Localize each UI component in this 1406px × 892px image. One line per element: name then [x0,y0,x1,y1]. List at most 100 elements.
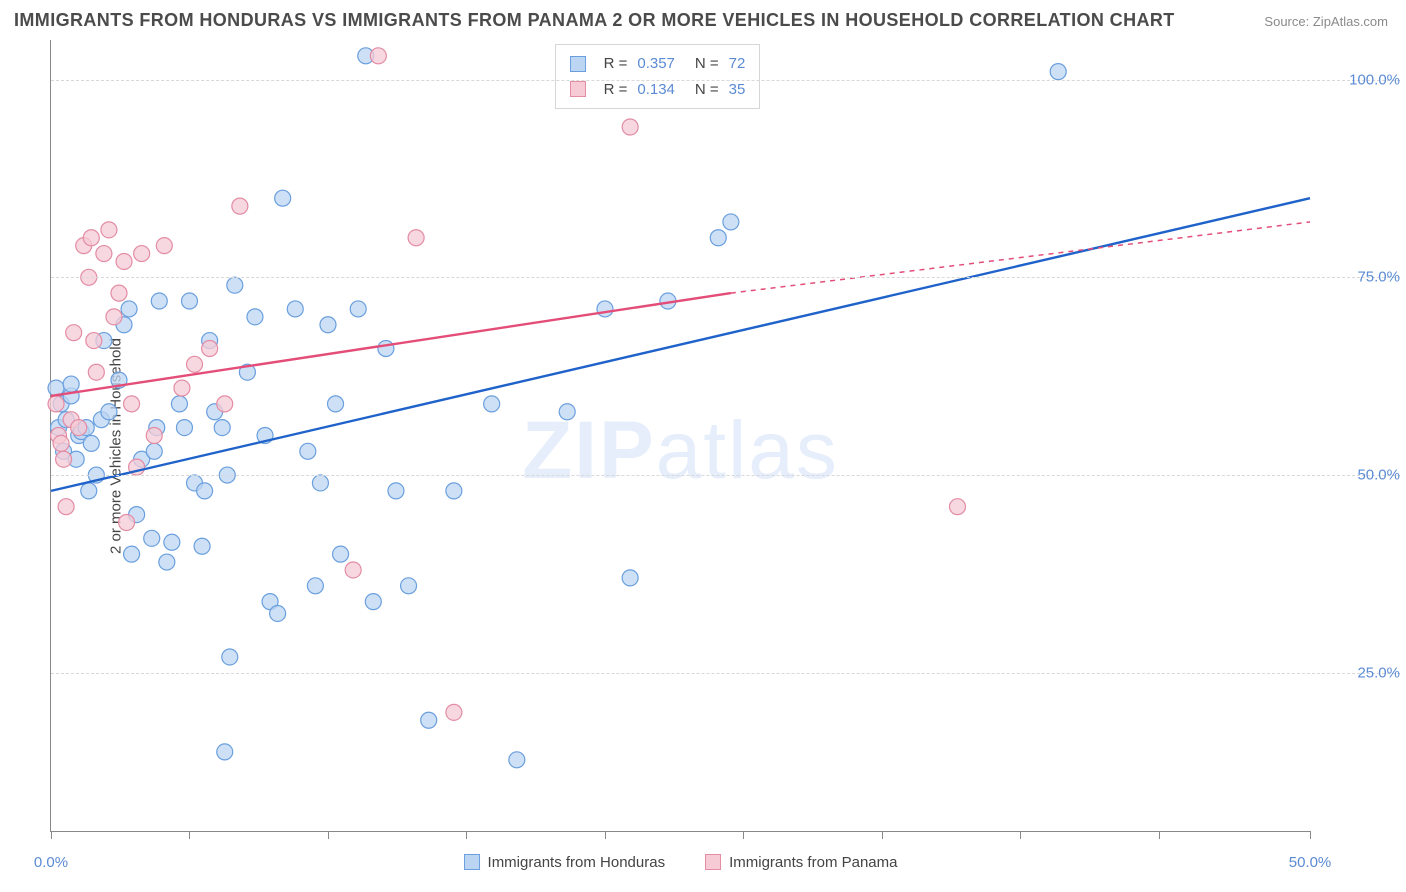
scatter-point [71,420,87,436]
scatter-point [58,499,74,515]
scatter-point [159,554,175,570]
chart-title: IMMIGRANTS FROM HONDURAS VS IMMIGRANTS F… [14,10,1175,31]
scatter-point [194,538,210,554]
legend-item: Immigrants from Panama [705,854,897,871]
y-tick-label: 25.0% [1320,664,1400,681]
scatter-point [232,198,248,214]
scatter-point [171,396,187,412]
scatter-point [227,277,243,293]
scatter-point [723,214,739,230]
legend-swatch [464,854,480,870]
scatter-point [328,396,344,412]
scatter-point [300,443,316,459]
bottom-legend: Immigrants from Honduras Immigrants from … [464,854,898,871]
scatter-point [66,325,82,341]
scatter-point [116,253,132,269]
y-tick-label: 75.0% [1320,269,1400,286]
scatter-point [378,340,394,356]
scatter-point [146,428,162,444]
scatter-point [345,562,361,578]
x-tick-label: 0.0% [34,854,68,871]
scatter-point [144,530,160,546]
scatter-point [559,404,575,420]
scatter-point [270,605,286,621]
source-value: ZipAtlas.com [1313,14,1388,29]
scatter-point [202,340,218,356]
legend-item: Immigrants from Honduras [464,854,666,871]
scatter-point [597,301,613,317]
x-tick [882,831,883,839]
scatter-point [96,246,112,262]
x-tick-label: 50.0% [1289,854,1332,871]
chart-svg [51,40,1310,831]
scatter-point [176,420,192,436]
x-tick [51,831,52,839]
gridline [51,475,1400,476]
scatter-point [124,396,140,412]
scatter-point [320,317,336,333]
scatter-point [86,333,102,349]
scatter-point [622,570,638,586]
scatter-point [370,48,386,64]
scatter-point [214,420,230,436]
scatter-point [124,546,140,562]
stat-legend-box: R =0.357N =72R =0.134N =35 [555,44,761,109]
n-label: N = [695,51,719,77]
scatter-point [446,704,462,720]
x-tick [605,831,606,839]
scatter-point [388,483,404,499]
scatter-point [56,451,72,467]
gridline [51,80,1400,81]
scatter-point [217,396,233,412]
scatter-point [446,483,462,499]
scatter-point [48,396,64,412]
scatter-point [81,483,97,499]
plot-area: ZIPatlas R =0.357N =72R =0.134N =35 Immi… [50,40,1310,832]
x-tick [328,831,329,839]
scatter-point [484,396,500,412]
scatter-point [401,578,417,594]
legend-swatch [705,854,721,870]
scatter-point [710,230,726,246]
r-value: 0.357 [637,51,675,77]
scatter-point [111,285,127,301]
scatter-point [333,546,349,562]
scatter-point [217,744,233,760]
y-tick-label: 50.0% [1320,467,1400,484]
stat-row: R =0.357N =72 [570,51,746,77]
x-tick [743,831,744,839]
scatter-point [509,752,525,768]
x-tick [466,831,467,839]
legend-label: Immigrants from Panama [729,854,897,871]
scatter-point [101,404,117,420]
scatter-point [197,483,213,499]
regression-line-extrapolated [731,222,1310,293]
scatter-point [121,301,137,317]
scatter-point [119,515,135,531]
gridline [51,277,1400,278]
scatter-point [151,293,167,309]
source-attribution: Source: ZipAtlas.com [1264,14,1388,29]
scatter-point [106,309,122,325]
scatter-point [408,230,424,246]
scatter-point [88,364,104,380]
x-tick [1159,831,1160,839]
x-tick [189,831,190,839]
scatter-point [134,246,150,262]
legend-swatch [570,81,586,97]
scatter-point [350,301,366,317]
scatter-point [174,380,190,396]
scatter-point [83,435,99,451]
scatter-point [949,499,965,515]
scatter-point [307,578,323,594]
x-tick [1020,831,1021,839]
scatter-point [1050,64,1066,80]
scatter-point [83,230,99,246]
x-tick [1310,831,1311,839]
regression-line [51,198,1310,491]
legend-swatch [570,56,586,72]
scatter-point [187,356,203,372]
scatter-point [421,712,437,728]
scatter-point [312,475,328,491]
scatter-point [222,649,238,665]
